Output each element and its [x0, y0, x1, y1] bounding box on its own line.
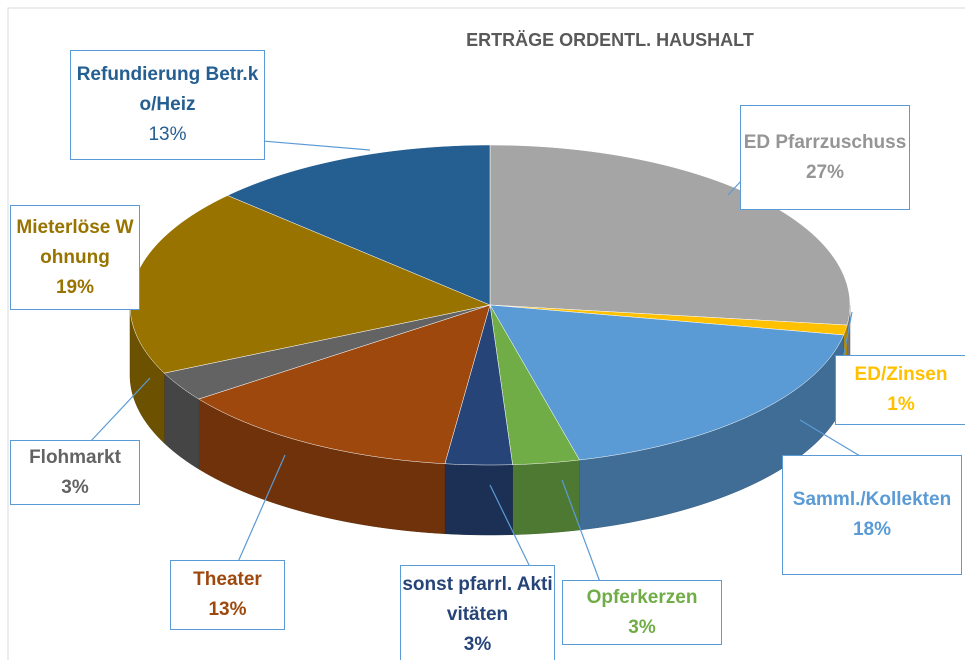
pie-side — [444, 463, 513, 536]
label-value: 3% — [61, 476, 89, 498]
label-category: ED Pfarrzuschuss — [743, 131, 907, 153]
label-value: 3% — [463, 634, 492, 655]
pie-slice — [489, 304, 844, 461]
leader-line — [489, 484, 531, 568]
label-category: Flohmarkt — [29, 446, 121, 468]
data-label: sonst pfarrl. Aktivitäten 3% — [400, 565, 555, 660]
label-value: 1% — [887, 394, 915, 415]
label-category: ED/Zinsen — [854, 364, 948, 385]
leader-line — [237, 454, 286, 563]
data-label: ED/Zinsen 1% — [835, 355, 965, 425]
leader-line — [561, 479, 601, 583]
leader-line — [89, 377, 151, 443]
leader-line — [249, 139, 371, 151]
data-label: Flohmarkt 3% — [10, 440, 140, 505]
data-label: Opferkerzen 3% — [562, 580, 722, 645]
data-label: Theater 13% — [170, 560, 285, 630]
label-category: sonst pfarrl. Aktivitäten — [402, 574, 553, 625]
label-value: 13% — [208, 599, 247, 620]
pie-slice — [163, 304, 491, 400]
chart-frame — [7, 7, 965, 660]
label-category: Refundierung Betr.ko/Heiz — [76, 64, 259, 115]
label-value: 13% — [148, 124, 187, 145]
label-category: Opferkerzen — [586, 586, 698, 608]
leader-line — [799, 419, 861, 457]
data-label: ED Pfarrzuschuss 27% — [740, 105, 910, 210]
label-value: 18% — [852, 519, 892, 540]
pie-slice — [226, 144, 491, 306]
pie-side — [512, 459, 580, 535]
label-category: Mieterlöse Wohnung — [16, 216, 134, 268]
label-value: 27% — [805, 161, 845, 183]
pie-slice — [198, 304, 491, 464]
data-label: Samml./Kollekten 18% — [782, 455, 962, 575]
label-category: Theater — [193, 569, 262, 590]
leader-line — [727, 179, 743, 196]
data-label: Refundierung Betr.ko/Heiz 13% — [70, 50, 265, 160]
label-value: 19% — [55, 276, 95, 298]
data-label: Mieterlöse Wohnung 19% — [10, 205, 140, 310]
label-category: Samml./Kollekten — [792, 489, 952, 510]
chart-title: ERTRÄGE ORDENTL. HAUSHALT — [466, 30, 754, 50]
label-value: 3% — [628, 616, 656, 638]
pie-slice — [489, 304, 580, 465]
pie-slice — [444, 304, 513, 466]
